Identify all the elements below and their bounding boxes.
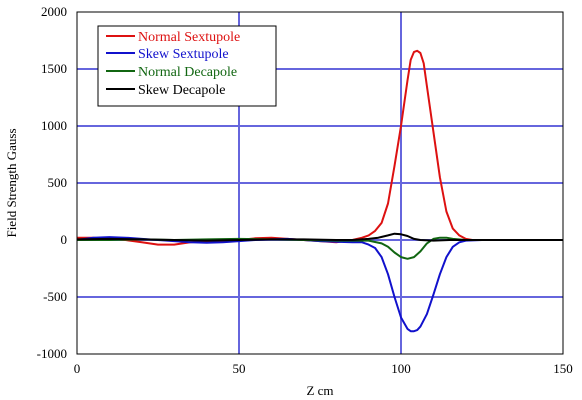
legend-label-skew-decapole: Skew Decapole [138,83,225,98]
legend-label-skew-sextupole: Skew Sextupole [138,47,229,62]
x-tick-label: 100 [391,361,411,376]
y-tick-label: 1000 [41,118,67,133]
series-line-skew-sextupole [76,236,563,333]
x-tick-labels: 0 50 100 150 [74,361,573,376]
legend-label-normal-decapole: Normal Decapole [138,65,237,80]
x-tick-label: 50 [233,361,246,376]
y-tick-labels: -1000 -500 0 500 1000 1500 2000 [37,4,67,361]
y-tick-label: 2000 [41,4,67,19]
legend-box [97,25,277,107]
plot-series [76,49,563,333]
series-line-normal-decapole [77,236,563,260]
legend-label-normal-sextupole: Normal Sextupole [138,30,240,45]
x-tick-label: 0 [74,361,81,376]
series-line-skew-decapole [76,232,563,242]
x-tick-label: 150 [553,361,573,376]
y-tick-label: 0 [61,232,68,247]
y-tick-label: -500 [43,289,67,304]
series-line-normal-sextupole [77,49,563,246]
x-axis-title: Z cm [306,383,333,398]
plot-frame [76,11,564,355]
y-axis-title: Field Strength Gauss [4,128,19,237]
y-tick-label: 500 [48,175,68,190]
y-tick-label: -1000 [37,346,67,361]
y-tick-label: 1500 [41,61,67,76]
legend: Normal Sextupole Skew Sextupole Normal D… [97,25,277,107]
